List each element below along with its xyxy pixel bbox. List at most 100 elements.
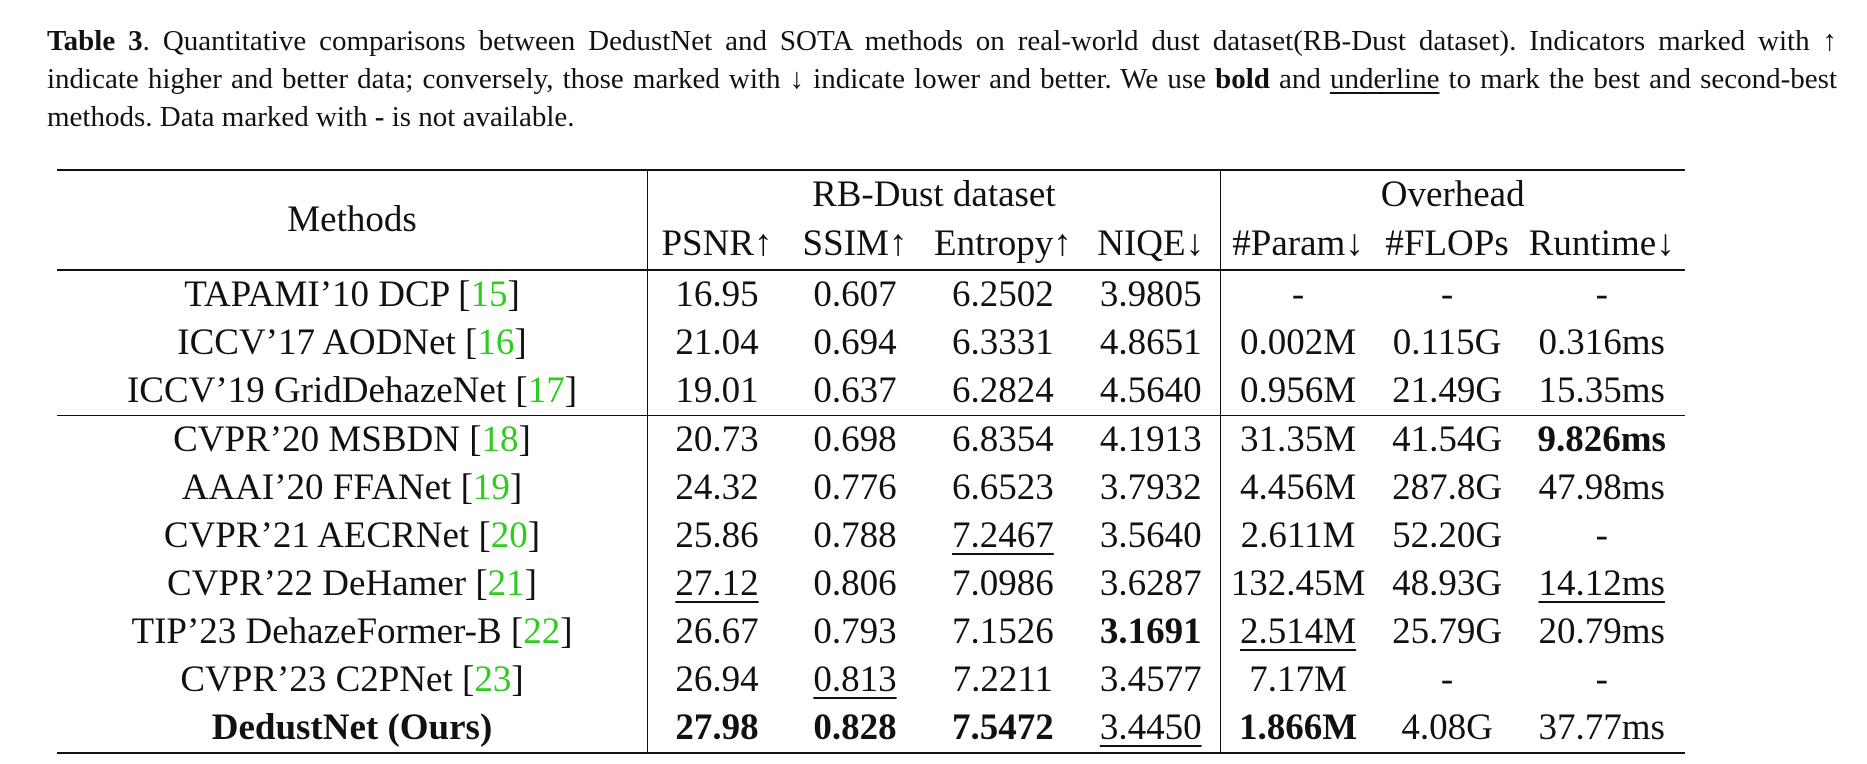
method-cell: DedustNet (Ours): [57, 704, 648, 754]
param-cell: 2.514M: [1220, 608, 1375, 656]
param-cell: 0.956M: [1220, 367, 1375, 416]
niqe-cell: 4.1913: [1081, 415, 1221, 464]
psnr-cell: 27.12: [648, 560, 787, 608]
flops-value: 52.20G: [1392, 515, 1503, 556]
method-cell: ICCV’17 AODNet [16]: [57, 319, 648, 367]
citation-ref: 21: [487, 563, 525, 604]
citation-bracket: ]: [518, 419, 531, 460]
niqe-value: 3.6287: [1099, 563, 1202, 604]
results-table: Methods RB-Dust dataset Overhead PSNR↑ S…: [57, 169, 1685, 754]
param-cell: 4.456M: [1220, 464, 1375, 512]
col-ssim-header: SSIM↑: [802, 223, 908, 264]
flops-value: 287.8G: [1392, 467, 1503, 508]
runtime-cell: 47.98ms: [1519, 464, 1685, 512]
niqe-cell: 3.1691: [1081, 608, 1221, 656]
entropy-value: 6.2502: [951, 274, 1054, 315]
table-row: ICCV’17 AODNet [16] 21.04 0.694 6.3331 4.865…: [57, 319, 1685, 367]
method-cell: CVPR’21 AECRNet [20]: [57, 512, 648, 560]
caption-label: Table 3: [47, 25, 143, 57]
niqe-cell: 3.4577: [1081, 656, 1221, 704]
col-flops-header: #FLOPs: [1385, 223, 1509, 264]
psnr-cell: 16.95: [647, 269, 786, 319]
method-cell: CVPR’22 DeHamer [21]: [57, 560, 648, 608]
psnr-cell: 25.86: [648, 512, 787, 560]
param-cell: 1.866M: [1220, 704, 1376, 754]
caption-text-3: to mark the best and second-best methods…: [47, 63, 1838, 133]
entropy-cell: 7.2467: [924, 512, 1082, 560]
niqe-value: 3.4450: [1099, 707, 1202, 748]
runtime-cell: -: [1518, 269, 1685, 319]
method-name: DedustNet (Ours): [211, 707, 493, 748]
citation-ref: 23: [474, 659, 512, 700]
entropy-value: 6.2824: [951, 370, 1054, 411]
flops-value: 41.54G: [1392, 419, 1503, 460]
ssim-value: 0.828: [813, 707, 897, 748]
ssim-cell: 0.813: [786, 656, 924, 704]
entropy-cell: 7.1526: [924, 608, 1082, 656]
entropy-value: 7.0986: [951, 563, 1054, 604]
psnr-cell: 19.01: [648, 367, 787, 416]
param-value: 0.956M: [1239, 370, 1357, 411]
entropy-value: 6.8354: [951, 419, 1054, 460]
table-row: ICCV’19 GridDehazeNet [17] 19.01 0.637 6.28…: [57, 367, 1685, 416]
ssim-cell: 0.698: [786, 415, 924, 464]
param-value: 0.002M: [1239, 322, 1357, 363]
method-name: AAAI’20 FFANet [: [181, 467, 473, 508]
caption-underline-word: underline: [1329, 63, 1440, 95]
ssim-value: 0.813: [813, 659, 897, 700]
entropy-cell: 7.2211: [924, 656, 1082, 704]
runtime-cell: 0.316ms: [1519, 319, 1685, 367]
ssim-cell: 0.694: [786, 319, 924, 367]
niqe-cell: 3.9805: [1081, 269, 1221, 319]
entropy-value: 7.2211: [952, 659, 1054, 700]
entropy-cell: 6.2502: [924, 269, 1082, 319]
flops-cell: 25.79G: [1375, 608, 1518, 656]
entropy-value: 6.6523: [951, 467, 1054, 508]
niqe-cell: 3.5640: [1081, 512, 1221, 560]
niqe-cell: 3.4450: [1081, 704, 1221, 754]
niqe-value: 3.4577: [1099, 659, 1202, 700]
table-row: CVPR’22 DeHamer [21] 27.12 0.806 7.0986 3.62…: [57, 560, 1685, 608]
entropy-value: 7.1526: [951, 611, 1054, 652]
psnr-value: 25.86: [675, 515, 759, 556]
param-value: 1.866M: [1238, 707, 1358, 748]
col-runtime-header: Runtime↓: [1528, 223, 1675, 264]
niqe-cell: 3.7932: [1081, 464, 1221, 512]
param-value: 31.35M: [1239, 419, 1357, 460]
entropy-cell: 6.2824: [924, 367, 1082, 416]
niqe-value: 3.1691: [1099, 611, 1202, 652]
citation-bracket: ]: [524, 563, 537, 604]
runtime-cell: 9.826ms: [1518, 415, 1685, 464]
psnr-cell: 27.98: [647, 704, 786, 754]
runtime-value: 0.316ms: [1538, 322, 1665, 363]
citation-ref: 22: [523, 611, 561, 652]
runtime-cell: -: [1519, 656, 1685, 704]
param-value: -: [1291, 274, 1305, 315]
niqe-value: 3.7932: [1099, 467, 1202, 508]
psnr-value: 19.01: [675, 370, 759, 411]
ssim-cell: 0.788: [786, 512, 924, 560]
param-value: 2.514M: [1239, 611, 1357, 652]
flops-cell: 48.93G: [1375, 560, 1518, 608]
col-param-header: #Param↓: [1232, 223, 1364, 264]
method-cell: TAPAMI’10 DCP [15]: [57, 269, 648, 319]
citation-bracket: ]: [560, 611, 573, 652]
param-cell: 31.35M: [1220, 415, 1376, 464]
runtime-cell: 20.79ms: [1519, 608, 1685, 656]
ssim-cell: 0.793: [786, 608, 924, 656]
method-name: CVPR’22 DeHamer [: [167, 563, 488, 604]
niqe-cell: 3.6287: [1081, 560, 1221, 608]
entropy-value: 7.2467: [951, 515, 1054, 556]
citation-bracket: ]: [527, 515, 541, 556]
table-row: DedustNet (Ours) 27.98 0.828 7.5472 3.4450 1.…: [57, 704, 1685, 754]
method-name: ICCV’17 AODNet [: [177, 322, 478, 363]
niqe-cell: 4.8651: [1081, 319, 1221, 367]
entropy-cell: 7.0986: [924, 560, 1082, 608]
citation-ref: 20: [490, 515, 528, 556]
flops-value: 25.79G: [1392, 611, 1503, 652]
runtime-cell: 14.12ms: [1519, 560, 1685, 608]
citation-ref: 19: [472, 467, 510, 508]
flops-cell: 287.8G: [1375, 464, 1518, 512]
psnr-value: 26.67: [675, 611, 759, 652]
citation-bracket: ]: [511, 659, 524, 700]
